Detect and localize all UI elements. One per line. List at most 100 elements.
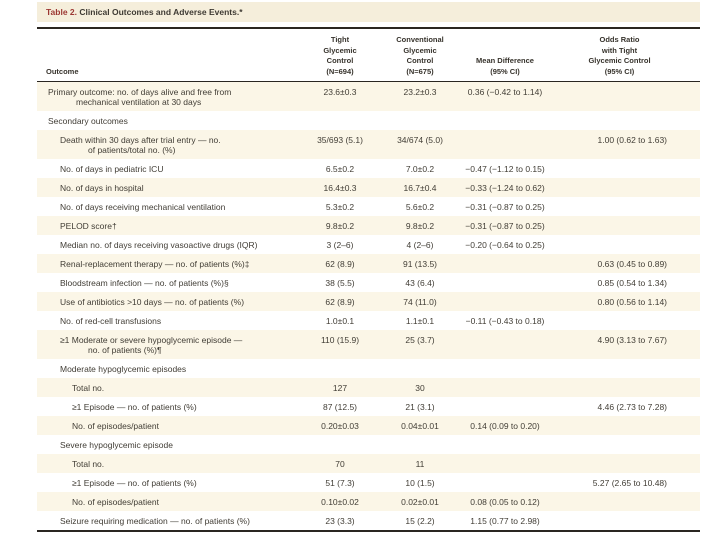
cell-tight-control-value: 3 (2–6) <box>326 240 354 250</box>
cell-odds-ratio-value <box>555 378 700 397</box>
cell-mean-difference-value <box>455 273 555 292</box>
cell-tight-control-value: 1.0±0.1 <box>325 316 355 326</box>
cell-conventional-control-value: 34/674 (5.0) <box>397 135 443 145</box>
cell-odds-ratio-value <box>555 454 700 473</box>
cell-outcome: No. of episodes/patient <box>37 416 295 435</box>
cell-conventional-control-value: 0.02±0.01 <box>401 497 439 507</box>
cell-tight-control-value <box>295 435 385 454</box>
cell-tight-control-value <box>295 359 385 378</box>
table-row: Severe hypoglycemic episode <box>37 435 700 454</box>
cell-conventional-control-value: 91 (13.5) <box>402 259 438 269</box>
cell-outcome: Renal-replacement therapy — no. of patie… <box>37 254 295 273</box>
cell-conventional-control-value: 25 (3.7) <box>405 335 435 345</box>
table-title: Table 2. Clinical Outcomes and Adverse E… <box>37 2 700 22</box>
cell-tight-control-value: 16.4±0.3 <box>323 183 357 193</box>
outcome-label: No. of episodes/patient <box>72 497 159 507</box>
cell-mean-difference-value <box>455 254 555 273</box>
table-row: No. of episodes/patient 0.20±0.03 0.04±0… <box>37 416 700 435</box>
cell-conventional-control-value: 21 (3.1) <box>405 402 435 412</box>
table-body: Primary outcome: no. of days alive and f… <box>37 81 700 532</box>
cell-conventional-control-value: 7.0±0.2 <box>405 164 435 174</box>
outcome-label: ≥1 Episode — no. of patients (%) <box>72 402 197 412</box>
cell-conventional-control-value: 9.8±0.2 <box>405 221 435 231</box>
cell-outcome: Severe hypoglycemic episode <box>37 435 295 454</box>
outcome-label: Moderate hypoglycemic episodes <box>60 364 187 374</box>
cell-mean-difference-value: −0.33 (−1.24 to 0.62) <box>465 183 545 193</box>
cell-mean-difference-value <box>455 454 555 473</box>
cell-mean-difference-value: −0.20 (−0.64 to 0.25) <box>465 240 545 250</box>
cell-outcome: Moderate hypoglycemic episodes <box>37 359 295 378</box>
cell-outcome: Secondary outcomes <box>37 111 295 130</box>
cell-mean-difference-value: −0.31 (−0.87 to 0.25) <box>465 202 545 212</box>
outcome-label: No. of days in hospital <box>60 183 144 193</box>
cell-conventional-control-value: 23.2±0.3 <box>403 87 437 97</box>
table-figure: Table 2. Clinical Outcomes and Adverse E… <box>37 2 700 532</box>
cell-outcome: No. of days receiving mechanical ventila… <box>37 197 295 216</box>
table-row: Death within 30 days after trial entry —… <box>37 130 700 159</box>
cell-conventional-control-value: 15 (2.2) <box>405 516 435 526</box>
cell-mean-difference-value <box>455 130 555 159</box>
cell-tight-control-value: 23.6±0.3 <box>323 87 357 97</box>
table-header: Outcome Tight Glycemic Control (N=694) C… <box>37 29 700 82</box>
cell-tight-control-value: 87 (12.5) <box>322 402 358 412</box>
cell-odds-ratio-value <box>555 359 700 378</box>
cell-mean-difference-value <box>455 292 555 311</box>
cell-conventional-control-value <box>385 359 455 378</box>
table-row: No. of days receiving mechanical ventila… <box>37 197 700 216</box>
outcome-label: Death within 30 days after trial entry —… <box>60 135 221 155</box>
cell-odds-ratio-value <box>555 216 700 235</box>
cell-odds-ratio-value <box>555 511 700 531</box>
table-row: Secondary outcomes <box>37 111 700 130</box>
cell-outcome: Death within 30 days after trial entry —… <box>37 130 295 159</box>
cell-odds-ratio-value <box>555 178 700 197</box>
cell-conventional-control-value: 4 (2–6) <box>406 240 434 250</box>
cell-mean-difference-value <box>455 435 555 454</box>
cell-outcome: Bloodstream infection — no. of patients … <box>37 273 295 292</box>
cell-mean-difference-value: 0.08 (0.05 to 0.12) <box>470 497 540 507</box>
outcome-label: Renal-replacement therapy — no. of patie… <box>60 259 250 269</box>
outcome-label: ≥1 Episode — no. of patients (%) <box>72 478 197 488</box>
cell-odds-ratio-value: 0.63 (0.45 to 0.89) <box>597 259 667 269</box>
cell-odds-ratio-value <box>555 82 700 112</box>
cell-outcome: No. of red-cell transfusions <box>37 311 295 330</box>
col-header-odds-ratio: Odds Ratio with Tight Glycemic Control (… <box>555 29 700 82</box>
cell-mean-difference-value: −0.47 (−1.12 to 0.15) <box>465 164 545 174</box>
cell-outcome: Seizure requiring medication — no. of pa… <box>37 511 295 531</box>
cell-odds-ratio-value <box>555 235 700 254</box>
outcome-label: Median no. of days receiving vasoactive … <box>60 240 258 250</box>
cell-outcome: Primary outcome: no. of days alive and f… <box>37 82 295 112</box>
cell-outcome: No. of episodes/patient <box>37 492 295 511</box>
cell-tight-control-value: 127 <box>332 383 348 393</box>
cell-outcome: Total no. <box>37 454 295 473</box>
outcome-label: Severe hypoglycemic episode <box>60 440 173 450</box>
cell-mean-difference-value <box>455 330 555 359</box>
cell-conventional-control-value: 11 <box>415 459 425 469</box>
table-title-text: Clinical Outcomes and Adverse Events.* <box>77 7 243 17</box>
cell-outcome: ≥1 Episode — no. of patients (%) <box>37 397 295 416</box>
cell-conventional-control-value: 0.04±0.01 <box>401 421 439 431</box>
cell-odds-ratio-value: 4.46 (2.73 to 7.28) <box>597 402 667 412</box>
table-row: ≥1 Episode — no. of patients (%) 87 (12.… <box>37 397 700 416</box>
cell-mean-difference-value: 0.14 (0.09 to 0.20) <box>470 421 540 431</box>
outcome-label: Use of antibiotics >10 days — no. of pat… <box>60 297 245 307</box>
top-rule <box>37 27 700 29</box>
table-row: Median no. of days receiving vasoactive … <box>37 235 700 254</box>
table-row: Renal-replacement therapy — no. of patie… <box>37 254 700 273</box>
col-header-tight-control: Tight Glycemic Control (N=694) <box>295 29 385 82</box>
cell-outcome: Median no. of days receiving vasoactive … <box>37 235 295 254</box>
cell-odds-ratio-value <box>555 492 700 511</box>
cell-tight-control-value: 0.20±0.03 <box>321 421 359 431</box>
cell-mean-difference-value: −0.31 (−0.87 to 0.25) <box>465 221 545 231</box>
col-header-conventional-control: Conventional Glycemic Control (N=675) <box>385 29 455 82</box>
cell-odds-ratio-value: 5.27 (2.65 to 10.48) <box>592 478 667 488</box>
cell-tight-control-value: 51 (7.3) <box>325 478 355 488</box>
table-row: Use of antibiotics >10 days — no. of pat… <box>37 292 700 311</box>
cell-mean-difference-value <box>455 473 555 492</box>
cell-conventional-control-value: 5.6±0.2 <box>405 202 435 212</box>
cell-mean-difference-value <box>455 378 555 397</box>
outcome-label: No. of days receiving mechanical ventila… <box>60 202 226 212</box>
cell-conventional-control-value: 74 (11.0) <box>403 297 437 307</box>
outcome-label: Seizure requiring medication — no. of pa… <box>60 516 250 526</box>
cell-odds-ratio-value <box>555 311 700 330</box>
